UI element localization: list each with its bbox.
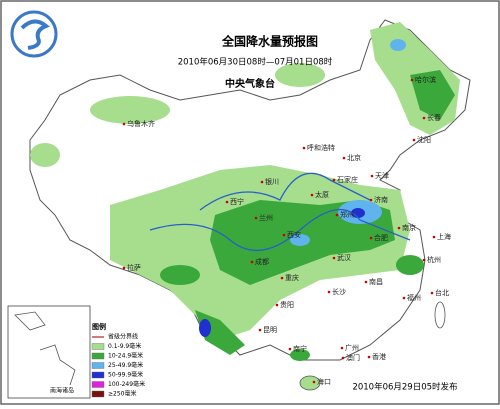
river: [199, 172, 371, 211]
city-label: 郑州: [340, 211, 354, 219]
city-dot: [369, 198, 373, 202]
release-time: 2010年06月29日05时发布: [352, 382, 457, 393]
city-label: 西宁: [230, 197, 244, 206]
inset: 南海诸岛: [7, 305, 91, 399]
legend-swatch: [91, 390, 105, 398]
legend-swatch: [91, 343, 105, 350]
city-dot: [340, 346, 344, 350]
city-dot: [288, 347, 292, 351]
city-label: 合肥: [374, 233, 388, 242]
city-dot: [122, 122, 126, 126]
city-label: 广州: [345, 343, 359, 352]
city-label: 沈阳: [417, 135, 431, 144]
city-dot: [122, 266, 126, 270]
city-dot: [369, 236, 373, 240]
city-dot: [422, 258, 426, 262]
city-label: 武汉: [337, 253, 351, 262]
city-label: 兰州: [259, 213, 273, 222]
city-label: 济南: [374, 195, 388, 204]
city-label: 海口: [317, 377, 331, 386]
period: 2010年06月30日08时—07月01日08时: [178, 57, 333, 68]
legend-label: 100-249毫米: [108, 380, 145, 388]
city-dot: [402, 296, 406, 300]
city-dot: [342, 156, 346, 160]
city-dot: [282, 233, 286, 237]
city-dot: [410, 78, 414, 82]
city-dot: [364, 280, 368, 284]
city-dot: [432, 235, 436, 239]
legend-swatch: [91, 371, 105, 379]
legend-label: 省级分界线: [108, 333, 138, 341]
legend-label: 10-24.9毫米: [108, 352, 143, 360]
city-dot: [302, 146, 306, 150]
city-dot: [312, 380, 316, 384]
city-label: 银川: [265, 177, 279, 186]
city-dot: [341, 356, 345, 360]
city-label: 长春: [427, 113, 441, 122]
city-dot: [275, 303, 279, 307]
city-label: 福州: [407, 293, 421, 302]
city-label: 太原: [315, 190, 329, 199]
issuer: 中央气象台: [225, 77, 275, 90]
legend-swatch: [91, 381, 105, 388]
city-label: 石家庄: [337, 175, 358, 184]
city-label: 杭州: [427, 255, 441, 264]
legend-label: 0.1-9.9毫米: [108, 342, 141, 350]
legend-swatch: [91, 352, 105, 360]
city-label: 重庆: [285, 273, 299, 282]
city-dot: [367, 355, 371, 359]
city-label: 天津: [375, 172, 389, 180]
city-label: 香港: [372, 352, 386, 361]
city-label: 南京: [402, 223, 416, 232]
city-dot: [310, 193, 314, 197]
city-dot: [280, 276, 284, 280]
city-dot: [250, 260, 254, 264]
city-dot: [430, 291, 434, 295]
river: [149, 208, 411, 252]
rain-areas: [30, 22, 460, 361]
city-dot: [397, 226, 401, 230]
city-dot: [335, 213, 339, 217]
city-label: 哈尔滨: [415, 75, 436, 84]
city-dot: [332, 256, 336, 260]
city-label: 台北: [435, 288, 449, 297]
city-label: 长沙: [332, 287, 346, 296]
city-label: 南宁: [293, 344, 307, 353]
city-label: 南昌: [369, 277, 383, 286]
city-label: 澳门: [346, 353, 360, 362]
city-label: 成都: [255, 257, 269, 266]
logo: [10, 10, 58, 58]
city-label: 乌鲁木齐: [127, 119, 155, 128]
legend-label: 50-99.9毫米: [108, 371, 143, 379]
city-dot: [327, 290, 331, 294]
title: 全国降水量预报图: [221, 34, 318, 49]
city-label: 北京: [347, 153, 361, 162]
city-dot: [422, 116, 426, 120]
city-dot: [258, 328, 262, 332]
legend-swatch: [91, 362, 105, 369]
city-label: 呼和浩特: [307, 143, 335, 152]
city-label: 拉萨: [127, 263, 141, 272]
city-label: 昆明: [263, 326, 277, 334]
city-dot: [370, 174, 374, 178]
legend-title: 图例: [92, 322, 106, 331]
city-dot: [412, 138, 416, 142]
city-label: 上海: [437, 232, 451, 241]
city-label: 贵阳: [280, 300, 294, 309]
inset-label: 南海诸岛: [50, 387, 74, 395]
city-dot: [225, 200, 229, 204]
city-dot: [260, 180, 264, 184]
island: [434, 301, 446, 329]
city-label: 西安: [287, 230, 301, 239]
city-dot: [332, 178, 336, 182]
legend-label: 25-49.9毫米: [108, 361, 143, 369]
city-dot: [254, 216, 258, 220]
island: [299, 375, 321, 391]
legend-label: ≥250毫米: [108, 390, 136, 398]
